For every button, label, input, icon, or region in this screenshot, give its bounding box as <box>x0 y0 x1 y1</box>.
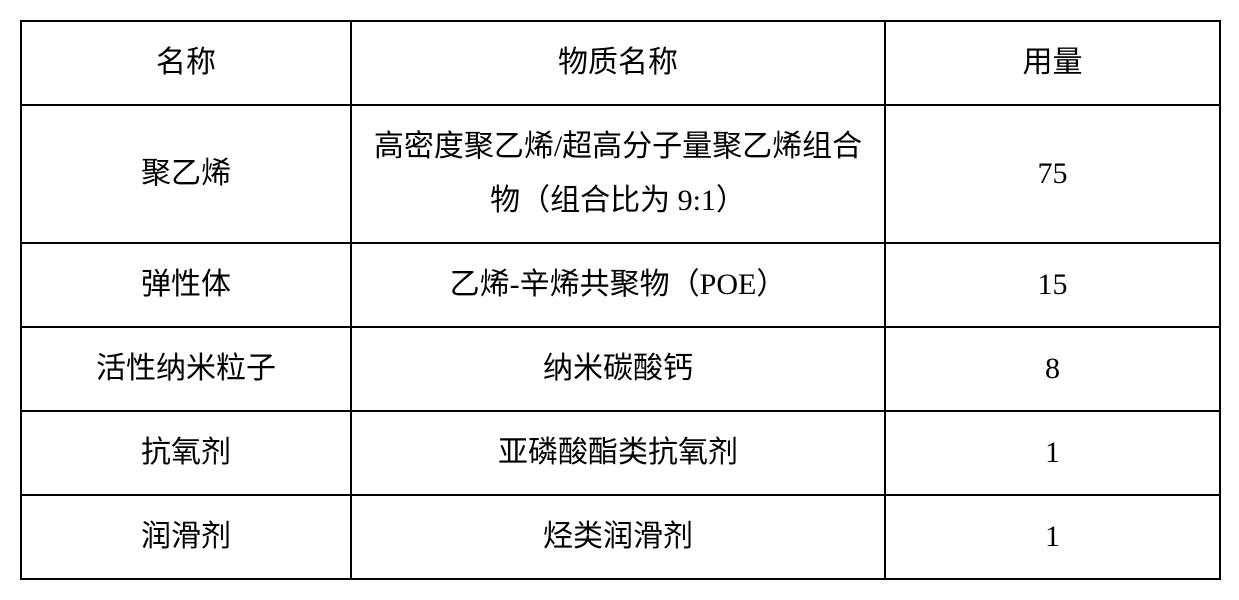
table-row: 活性纳米粒子 纳米碳酸钙 8 <box>21 327 1220 411</box>
cell-name: 聚乙烯 <box>21 105 351 243</box>
cell-substance: 乙烯-辛烯共聚物（POE） <box>351 243 885 327</box>
cell-amount: 1 <box>885 495 1220 579</box>
header-name: 名称 <box>21 21 351 105</box>
cell-name: 弹性体 <box>21 243 351 327</box>
composition-table: 名称 物质名称 用量 聚乙烯 高密度聚乙烯/超高分子量聚乙烯组合物（组合比为 9… <box>20 20 1221 580</box>
cell-substance: 亚磷酸酯类抗氧剂 <box>351 411 885 495</box>
cell-name: 润滑剂 <box>21 495 351 579</box>
table-header-row: 名称 物质名称 用量 <box>21 21 1220 105</box>
table-row: 弹性体 乙烯-辛烯共聚物（POE） 15 <box>21 243 1220 327</box>
table-row: 抗氧剂 亚磷酸酯类抗氧剂 1 <box>21 411 1220 495</box>
cell-amount: 1 <box>885 411 1220 495</box>
cell-amount: 15 <box>885 243 1220 327</box>
cell-name: 活性纳米粒子 <box>21 327 351 411</box>
table-row: 聚乙烯 高密度聚乙烯/超高分子量聚乙烯组合物（组合比为 9:1） 75 <box>21 105 1220 243</box>
cell-substance: 高密度聚乙烯/超高分子量聚乙烯组合物（组合比为 9:1） <box>351 105 885 243</box>
cell-substance: 烃类润滑剂 <box>351 495 885 579</box>
cell-amount: 75 <box>885 105 1220 243</box>
cell-amount: 8 <box>885 327 1220 411</box>
cell-name: 抗氧剂 <box>21 411 351 495</box>
header-substance: 物质名称 <box>351 21 885 105</box>
cell-substance: 纳米碳酸钙 <box>351 327 885 411</box>
table-row: 润滑剂 烃类润滑剂 1 <box>21 495 1220 579</box>
composition-table-container: 名称 物质名称 用量 聚乙烯 高密度聚乙烯/超高分子量聚乙烯组合物（组合比为 9… <box>20 20 1219 580</box>
header-amount: 用量 <box>885 21 1220 105</box>
